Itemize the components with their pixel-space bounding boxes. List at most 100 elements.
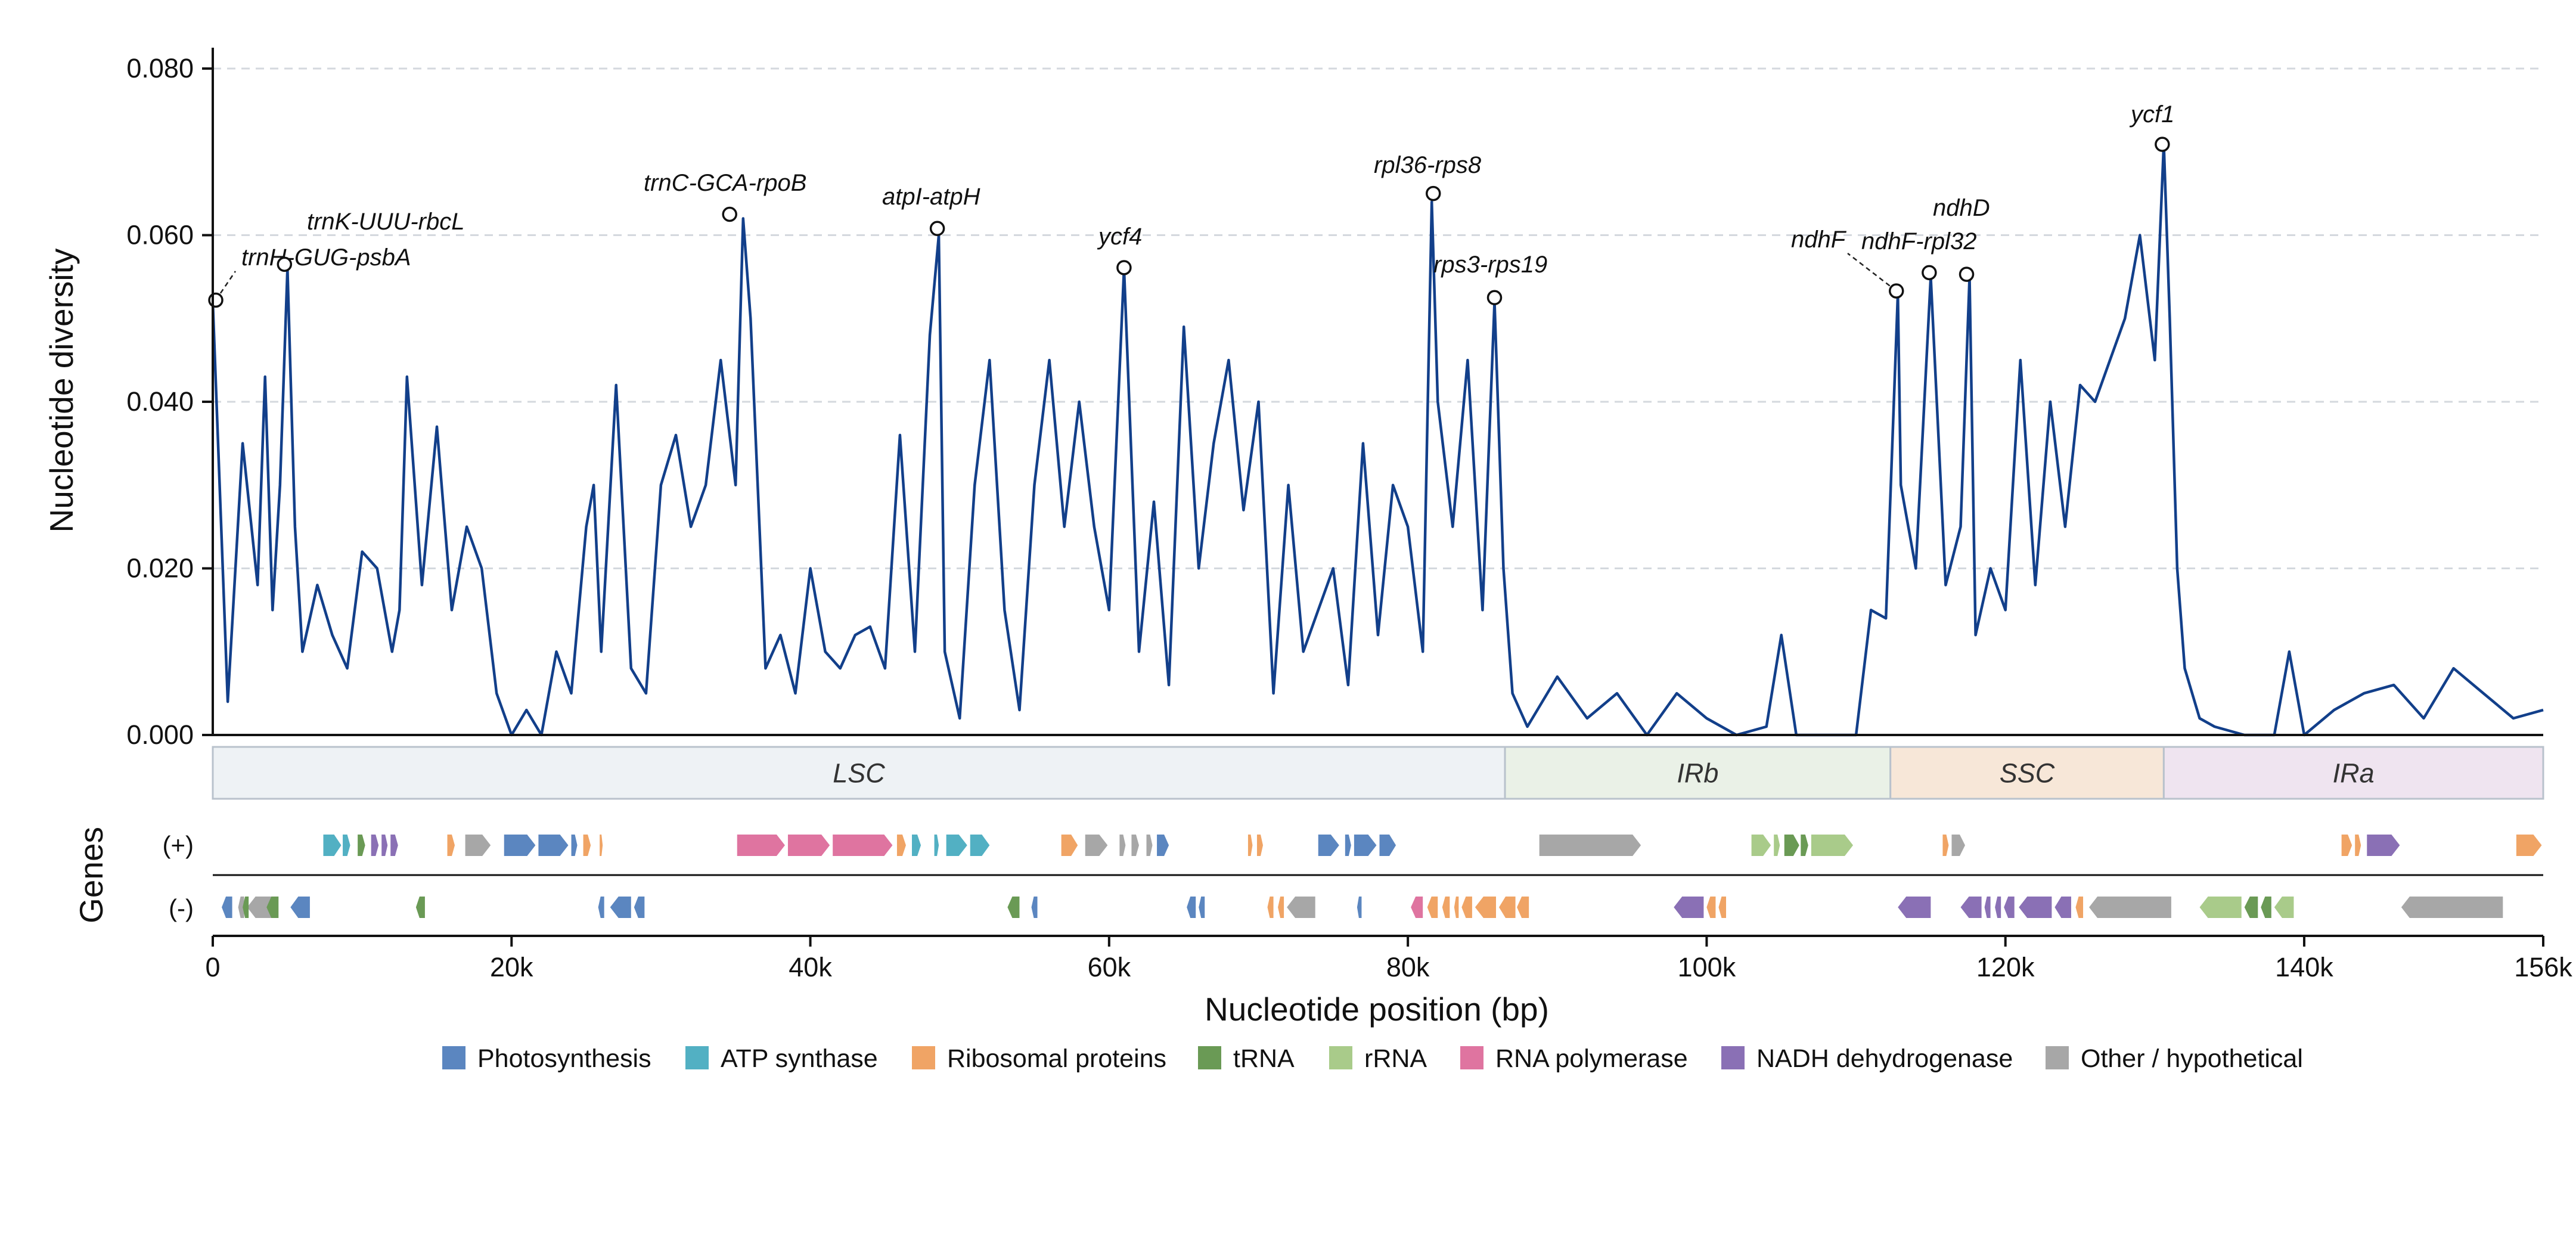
gene-arrow	[1247, 835, 1253, 856]
gene-arrow	[2075, 897, 2084, 918]
peak-marker	[1922, 265, 1937, 281]
x-tick-label: 140k	[2275, 952, 2333, 982]
legend-label: Ribosomal proteins	[947, 1044, 1166, 1073]
peak-marker	[722, 206, 737, 222]
gene-arrow	[2401, 897, 2503, 918]
gene-arrow	[2516, 835, 2542, 856]
x-tick-label: 100k	[1678, 952, 1736, 982]
peak-marker	[1888, 283, 1904, 299]
gene-arrow	[1187, 897, 1196, 918]
y-tick-label: 0.000	[126, 719, 194, 750]
gene-arrow	[2355, 835, 2361, 856]
gene-arrow	[970, 835, 990, 856]
series-layer	[211, 142, 2544, 737]
gene-arrow	[371, 835, 379, 856]
strand-plus-label: (+)	[163, 831, 194, 859]
gene-arrow	[1995, 897, 2001, 918]
gene-arrow	[912, 835, 921, 856]
gene-arrow	[1951, 835, 1966, 856]
x-axis-title: Nucleotide position (bp)	[1205, 991, 1549, 1028]
legend-label: Photosynthesis	[477, 1044, 651, 1073]
peak-marker	[929, 221, 945, 237]
gene-arrow	[2274, 897, 2294, 918]
grid-lines	[213, 67, 2543, 569]
gene-arrow	[2244, 897, 2258, 918]
gene-arrow	[504, 835, 536, 856]
region-ssc	[1889, 746, 2165, 800]
gene-arrow	[390, 835, 398, 856]
gene-arrow	[1674, 897, 1704, 918]
gene-arrow	[1475, 897, 1497, 918]
legend-swatch	[1198, 1046, 1221, 1069]
legend-label: rRNA	[1364, 1044, 1427, 1073]
y-tick-label: 0.020	[126, 553, 194, 583]
legend-label: tRNA	[1233, 1044, 1295, 1073]
y-tick-label: 0.080	[126, 53, 194, 83]
gene-arrow	[1031, 897, 1038, 918]
gene-arrow	[1784, 835, 1799, 856]
gene-arrow	[737, 835, 785, 856]
region-irb	[1504, 746, 1892, 800]
gene-arrow	[343, 835, 350, 856]
gene-arrow	[1499, 897, 1516, 918]
gene-arrow	[538, 835, 569, 856]
region-label: IRb	[1677, 758, 1718, 789]
gene-arrow	[1131, 835, 1139, 856]
legend-swatch	[1460, 1046, 1483, 1069]
peak-marker	[277, 256, 293, 272]
gene-arrow	[1960, 897, 1982, 918]
peak-label: ndhF	[1791, 227, 1847, 253]
gene-arrow	[2341, 835, 2352, 856]
peak-marker	[1486, 290, 1503, 306]
gene-arrow	[247, 897, 276, 918]
gene-arrow	[2261, 897, 2271, 918]
peak-marker	[208, 292, 224, 308]
peak-marker	[2155, 137, 2170, 152]
gene-arrow	[358, 835, 365, 856]
gene-arrow	[1411, 897, 1423, 918]
gene-arrow	[2089, 897, 2171, 918]
peak-label: rpl36-rps8	[1374, 152, 1482, 178]
gene-arrow	[833, 835, 893, 856]
region-label: LSC	[833, 758, 885, 789]
gene-arrow	[1085, 835, 1108, 856]
gene-arrow	[1345, 835, 1351, 856]
gene-arrow	[381, 835, 388, 856]
gene-arrow	[2199, 897, 2242, 918]
peak-label: rps3-rps19	[1433, 252, 1547, 278]
x-tick-label: 60k	[1088, 952, 1131, 982]
gene-arrow	[934, 835, 939, 856]
peak-label: ycf1	[2129, 101, 2174, 128]
gene-arrow	[323, 835, 342, 856]
legend-swatch	[1721, 1046, 1745, 1069]
gene-arrow	[1287, 897, 1315, 918]
peak-label: ndhF-rpl32	[1861, 228, 1976, 255]
gene-arrow	[787, 835, 830, 856]
region-lsc	[212, 746, 1506, 800]
gene-arrow	[238, 897, 244, 918]
legend-swatch	[1329, 1046, 1352, 1069]
gene-arrow	[447, 835, 455, 856]
y-tick-label: 0.060	[126, 219, 194, 250]
diversity-line	[211, 142, 2544, 737]
peak-label: ycf4	[1097, 224, 1142, 250]
gene-arrow	[290, 897, 310, 918]
gene-arrow	[1119, 835, 1126, 856]
gene-arrow	[1984, 897, 1991, 918]
gene-arrow	[1146, 835, 1153, 856]
gene-arrow	[415, 897, 425, 918]
gene-arrow	[1354, 835, 1377, 856]
gene-arrow	[896, 835, 906, 856]
legend-label: Other / hypothetical	[2081, 1044, 2303, 1073]
peak-label: trnC-GCA-rpoB	[644, 170, 806, 196]
gene-arrow	[600, 835, 603, 856]
gene-arrow	[1278, 897, 1284, 918]
gene-arrow	[2019, 897, 2052, 918]
gene-arrow	[1061, 835, 1078, 856]
strand-minus-label: (-)	[169, 894, 194, 922]
legend-swatch	[912, 1046, 935, 1069]
gene-arrow	[1357, 897, 1362, 918]
gene-arrow	[634, 897, 645, 918]
peak-label: atpI-atpH	[882, 184, 980, 210]
x-tick-label: 40k	[789, 952, 832, 982]
